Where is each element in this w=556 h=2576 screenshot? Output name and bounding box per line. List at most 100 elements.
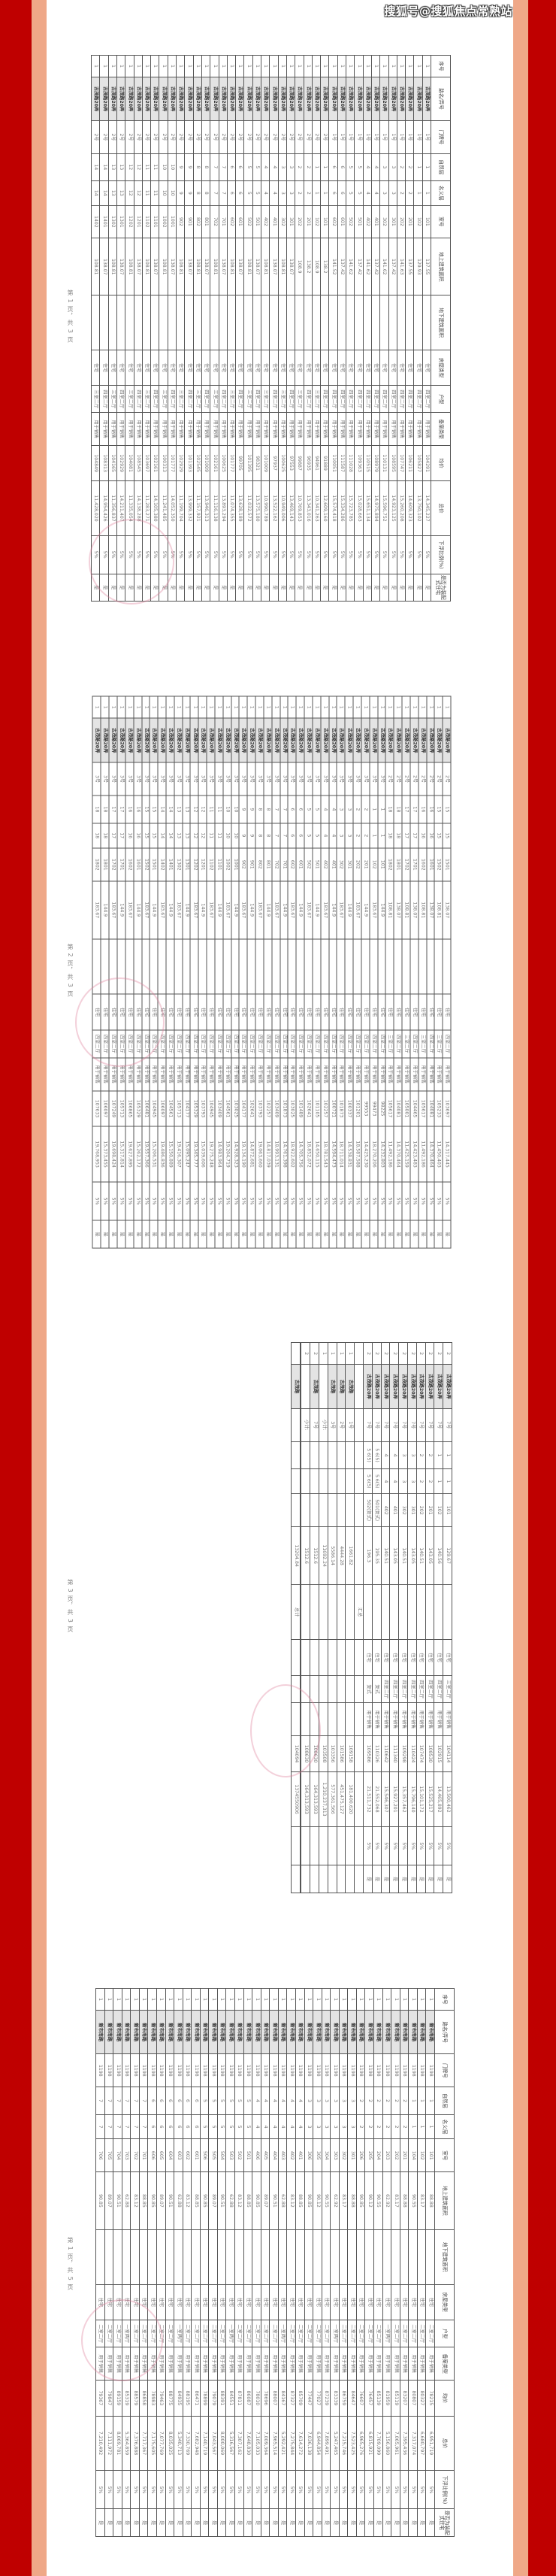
cell-above-ground-area: 144.9 — [280, 880, 289, 939]
cell-door-number: 3号 — [133, 762, 142, 796]
cell-prefab: 是 — [328, 1220, 337, 1248]
cell-room-number: 402 — [286, 2138, 296, 2172]
cell-above-ground-area: 108.81 — [125, 238, 134, 295]
cell-serial: 1 — [207, 696, 215, 719]
cell-above-ground-area: 137.55 — [405, 238, 414, 295]
cell-serial: 1 — [226, 1988, 235, 2011]
cell-above-ground-area: 90.51 — [165, 2171, 174, 2230]
column-header-discount-rate: 下浮比例(%) — [431, 535, 451, 574]
cell-road: 古茂路20弄 — [134, 77, 143, 121]
cell-natural-floor: 14 — [91, 153, 100, 181]
cell-house-type: 住宅 — [328, 350, 338, 386]
cell-room-number: 101 — [425, 2138, 435, 2172]
cell-unit-price: 104561 — [166, 1090, 174, 1127]
cell-road: 新市南路 — [295, 2010, 305, 2054]
cell-above-ground-area: 138.07 — [168, 238, 177, 295]
cell-natural-floor: 6 — [288, 796, 297, 823]
table-row: 1 新市南路 1198 1 1 102 83.17 住宅 二室二厅 用于销售 80327 6,680,… — [417, 1988, 426, 2537]
cell-natural-floor: 5 — [208, 2087, 218, 2115]
cell-unit-price: 110131 — [379, 445, 389, 481]
cell-room-number: 1002 — [159, 205, 168, 238]
cell-room-number: 104 — [408, 2138, 418, 2172]
cell-room-number: 801 — [201, 205, 210, 238]
cell-above-ground-area: 144.9 — [361, 880, 370, 939]
cell-discount-rate: 5% — [141, 1181, 150, 1221]
cell-total-price: 15,796,140 — [407, 1771, 417, 1827]
cell-unit-price: 104945 — [150, 1090, 159, 1127]
cell-discount-rate: 5% — [304, 2470, 313, 2509]
cell-door-number: 2号 — [252, 120, 261, 154]
cell-underground-area — [320, 938, 329, 995]
cell-natural-floor: 6 — [337, 153, 346, 181]
cell-house-type — [291, 1639, 301, 1676]
cell-unit-price: 110642 — [381, 1735, 390, 1772]
cell-natural-floor: 9 — [176, 153, 185, 181]
cell-total-price: 7,614,272 — [295, 2416, 305, 2471]
cell-above-ground-area: 196.3 — [363, 1526, 373, 1585]
cell-prefab: 是 — [271, 1220, 280, 1248]
cell-door-number: 2号 — [176, 120, 185, 154]
cell-layout: 四室二厅 — [434, 1675, 443, 1703]
cell-layout: 复式 — [363, 1675, 373, 1703]
cell-unit-price: 101777 — [227, 445, 236, 481]
cell-underground-area — [183, 2229, 192, 2285]
cell-layout: 一室两厅 — [278, 2320, 287, 2347]
table-row: 1 古茂路20弄 3号 15 15 1502 183.67 住宅 四室二厅 用于销售 106481 1… — [141, 696, 150, 1248]
cell-above-ground-area: 88.85 — [139, 2171, 148, 2230]
cell-above-ground-area: 88.85 — [191, 2171, 201, 2230]
cell-unit-price: 102929 — [176, 445, 185, 481]
table-row: 1 古茂路20弄 3号 10 10 1001 144.9 住宅 四室二厅 用于销售 103025 14… — [231, 696, 240, 1248]
table-row: 2 古茂路20弄 7号 2 2 202 140.51 住宅 四室二厅 用于销售 107474 15,1… — [416, 1342, 426, 1893]
cell-prefab: 是 — [183, 2508, 192, 2537]
cell-road: 古茂路20弄 — [142, 77, 151, 121]
cell-room-number: 201 — [304, 205, 313, 238]
cell-door-number: 3号 — [231, 762, 240, 796]
cell-serial: 1 — [296, 696, 305, 719]
cell-natural-floor: 4 — [261, 2087, 270, 2115]
table-row: 2 古茂路20弄 7号 1 1 101 129.67 住宅 三室二厅 用于销售 104114 13,5… — [443, 1342, 452, 1893]
cell-serial: 1 — [243, 1988, 252, 2011]
cell-above-ground-area: 108.81 — [159, 238, 168, 295]
column-header-house-type: 房屋类型 — [431, 350, 451, 386]
cell-road: 古茂路20弄 — [363, 1364, 373, 1409]
cell-nominal-floor: 7 — [271, 823, 280, 848]
table-row: 1 新市南路 1198 2 2 201 88.88 住宅 二室二厅 用于销售 83207 7,395,… — [400, 1988, 409, 2537]
cell-prefab: 是 — [345, 1220, 354, 1248]
cell-total-price: 10,990,789 — [261, 480, 270, 536]
cell-above-ground-area: 108.81 — [193, 238, 202, 295]
cell-road: 古茂路20弄 — [184, 77, 194, 121]
cell-nominal-floor: 15 — [141, 823, 150, 848]
cell-room-number: 501(复式) — [372, 1493, 382, 1527]
cell-serial: 1 — [134, 55, 143, 77]
cell-natural-floor: 3 — [313, 2087, 322, 2115]
cell-unit-price: 77027 — [313, 2380, 322, 2417]
cell-total-price: 11,157,921 — [193, 480, 202, 536]
cell-above-ground-area: 137.42 — [337, 238, 346, 295]
table-row: 1 古茂路20弄 2号 9 9 902 108.81 住宅 三室二厅 用于销售 102929 11,1… — [176, 55, 185, 602]
page-footer-2: 第 2 页，共 3 页 — [67, 944, 74, 998]
cell-natural-floor: 4 — [269, 153, 279, 181]
cell-total-price: 15,596,752 — [379, 480, 389, 536]
cell-layout: 三室二厅 — [312, 385, 321, 413]
column-header-layout: 户型 — [431, 385, 451, 413]
cell-total-price: 15,574,418 — [328, 480, 338, 536]
column-header-serial: 序号 — [431, 55, 451, 77]
cell-natural-floor: 9 — [247, 796, 256, 823]
cell-layout: 二室二厅 — [261, 2320, 270, 2347]
cell-natural-floor: 2 — [353, 796, 361, 823]
cell-unit-price: 99553 — [361, 1090, 370, 1127]
cell-layout: 三室二厅 — [176, 385, 185, 413]
cell-underground-area — [280, 938, 289, 995]
cell-door-number: 3号 — [320, 762, 329, 796]
cell-underground-area — [425, 1584, 434, 1640]
table-row: 1 古茂路20弄 1号 2 2 202 141.63 住宅 四室二厅 用于销售 107747 15,2… — [397, 55, 406, 602]
cell-room-number: 102 — [434, 1493, 443, 1527]
table-row: 1 新市南路 1198 4 4 401 88.85 住宅 二室二厅 用于销售 85709 7,614,… — [295, 1988, 305, 2537]
cell-prefab: 是 — [252, 574, 261, 602]
cell-door-number: 3号 — [304, 762, 313, 796]
cell-serial: 1 — [183, 1988, 192, 2011]
cell-road: 古茂路20弄 — [381, 1364, 390, 1409]
cell-door-number: 3号 — [255, 762, 264, 796]
cell-prefab: 是 — [320, 574, 329, 602]
cell-above-ground-area: 183.67 — [109, 880, 118, 939]
